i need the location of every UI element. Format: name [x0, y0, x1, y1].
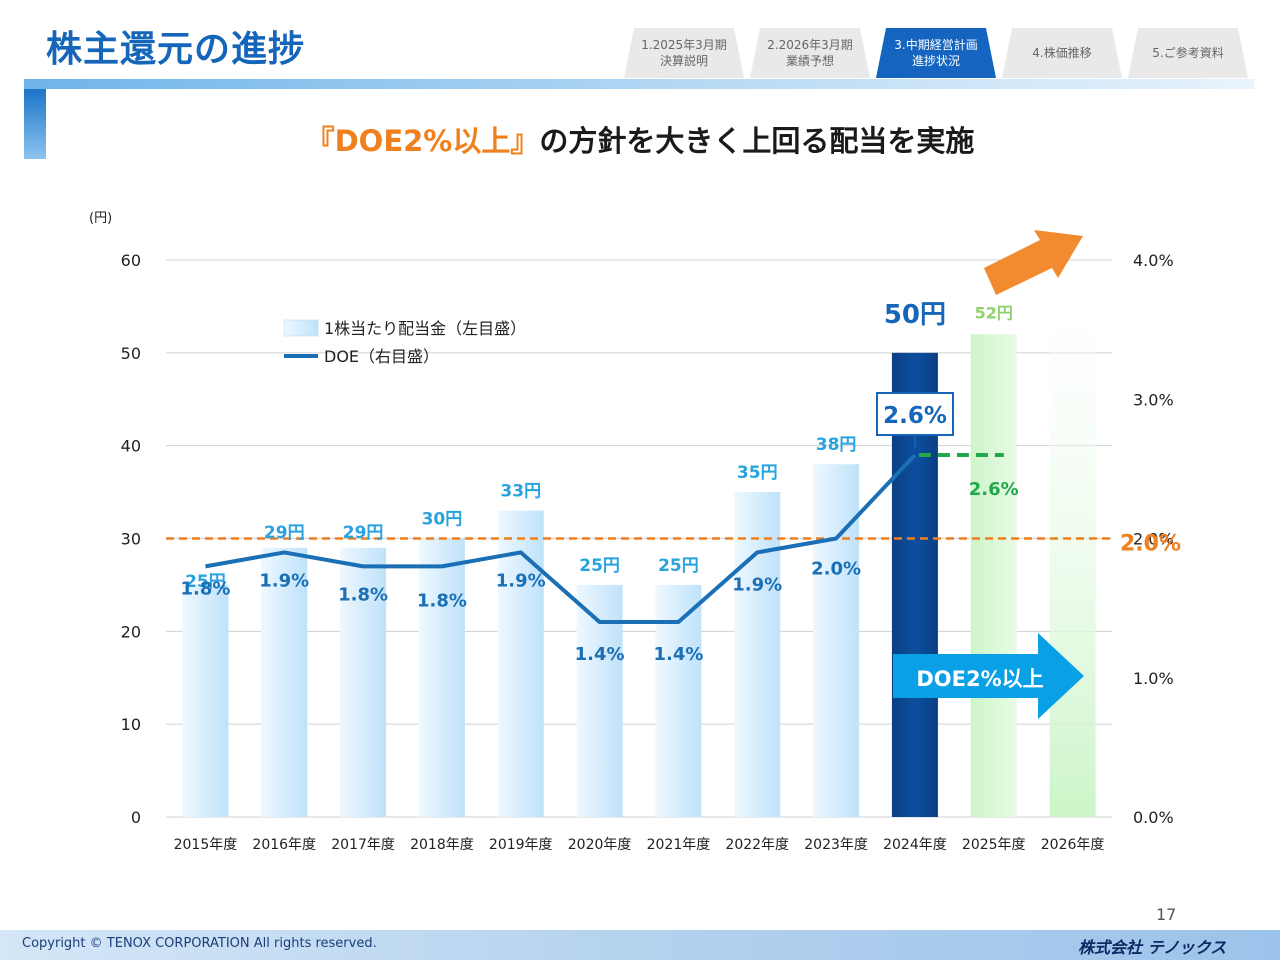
y-tick-label: 40 — [121, 437, 141, 456]
tab-label: 5.ご参考資料 — [1152, 46, 1224, 60]
x-tick-label: 2020年度 — [568, 837, 632, 853]
headline-policy: 『DOE2%以上』 — [305, 124, 540, 158]
bar-value-label: 38円 — [816, 435, 857, 455]
doe-value-label: 1.8% — [417, 590, 467, 611]
doe-value-label: 1.9% — [496, 570, 546, 591]
doe-value-label: 1.9% — [732, 574, 782, 595]
header-band — [24, 79, 1254, 89]
tab-sublabel: 進捗状況 — [911, 54, 960, 68]
trend-up-arrow — [984, 230, 1083, 295]
bar-value-label: 25円 — [579, 556, 620, 576]
bar-2016年度 — [261, 547, 308, 817]
dividend-doe-chart: 0 10 20 30 40 50 60 0.0% 1.0% 2.0% 3.0% 4.0% (円) 2.0%… — [89, 211, 1181, 853]
doe-line — [205, 453, 917, 625]
tab-label: 3.中期経営計画 — [894, 38, 978, 52]
bar-value-label: 25円 — [185, 572, 226, 592]
y-tick-label: 0 — [131, 808, 141, 827]
x-tick-label: 2019年度 — [489, 837, 553, 853]
y2-tick-label: 3.0% — [1133, 390, 1174, 409]
bar-2022年度 — [734, 492, 781, 817]
bar-2025年度 — [970, 334, 1017, 817]
x-tick-label: 2015年度 — [174, 837, 238, 853]
doe-value-label: 1.8% — [338, 584, 388, 605]
doe-value-label: 1.4% — [575, 644, 625, 665]
x-tick-label: 2023年度 — [804, 837, 868, 853]
doe-2024-callout-label: 2.6% — [883, 403, 947, 429]
bar-2019年度 — [497, 510, 544, 817]
tab-label: 1.2025年3月期 — [641, 38, 727, 52]
page-number: 17 — [1156, 905, 1177, 924]
doe-value-label: 2.0% — [811, 559, 861, 580]
legend-line-label: DOE（右目盛） — [324, 347, 439, 366]
bar-2018年度 — [418, 538, 465, 817]
doe-value-label: 2.6% — [969, 479, 1019, 500]
bar-value-label: 33円 — [500, 482, 541, 502]
x-tick-label: 2026年度 — [1041, 837, 1105, 853]
y-tick-label: 20 — [121, 622, 141, 641]
bar-value-label: 52円 — [975, 303, 1013, 322]
footer-band — [0, 930, 1280, 960]
doe-threshold-label: 2.0% — [1120, 532, 1181, 557]
x-tick-label: 2022年度 — [725, 837, 789, 853]
tab-sublabel: 決算説明 — [659, 54, 708, 68]
x-tick-label: 2021年度 — [647, 837, 711, 853]
y-unit-label: (円) — [89, 211, 112, 226]
bar-value-label: 29円 — [264, 523, 305, 543]
bar-value-label: 25円 — [658, 556, 699, 576]
tab-4[interactable]: 4.株価推移 — [1002, 28, 1122, 78]
tab-5[interactable]: 5.ご参考資料 — [1128, 28, 1248, 78]
copyright-text: Copyright © TENOX CORPORATION All rights… — [22, 936, 377, 951]
doe-value-label: 1.9% — [259, 570, 309, 591]
legend-bar-label: 1株当たり配当金（左目盛） — [324, 319, 526, 338]
y-tick-label: 10 — [121, 715, 141, 734]
page-title: 株主還元の進捗 — [46, 29, 306, 70]
y-tick-label: 60 — [121, 251, 141, 270]
tab-2[interactable]: 2.2026年3月期 業績予想 — [750, 28, 870, 78]
x-tick-label: 2016年度 — [252, 837, 316, 853]
bar-value-label: 29円 — [343, 523, 384, 543]
x-tick-label: 2025年度 — [962, 837, 1026, 853]
tab-1[interactable]: 1.2025年3月期 決算説明 — [624, 28, 744, 78]
doe-value-label: 1.8% — [180, 578, 230, 599]
tab-sublabel: 業績予想 — [785, 54, 834, 68]
y2-tick-label: 0.0% — [1133, 808, 1174, 827]
bar-2017年度 — [340, 547, 387, 817]
bar-value-label: 50円 — [884, 300, 946, 330]
y2-tick-label: 1.0% — [1133, 669, 1174, 688]
bar-2026-forecast — [1049, 287, 1096, 818]
x-tick-label: 2017年度 — [331, 837, 395, 853]
x-tick-label: 2018年度 — [410, 837, 474, 853]
bar-2023年度 — [813, 464, 860, 817]
doe-target-arrow-label: DOE2%以上 — [916, 667, 1043, 691]
y-tick-label: 50 — [121, 344, 141, 363]
x-tick-label: 2024年度 — [883, 837, 947, 853]
company-logo: 株式会社 テノックス — [1078, 938, 1227, 957]
tab-3[interactable]: 3.中期経営計画 進捗状況 — [876, 28, 996, 78]
bar-value-label: 30円 — [422, 510, 463, 530]
y-tick-label: 30 — [121, 530, 141, 549]
doe-2024-callout-box — [876, 392, 954, 436]
bar-value-label: 35円 — [737, 463, 778, 483]
tab-label: 2.2026年3月期 — [767, 38, 853, 52]
legend-bar-swatch — [283, 319, 319, 337]
tab-label: 4.株価推移 — [1032, 46, 1092, 60]
y2-tick-label: 4.0% — [1133, 251, 1174, 270]
headline-text: の方針を大きく上回る配当を実施 — [539, 124, 975, 158]
bar-2015年度 — [182, 584, 229, 817]
y2-tick-label: 2.0% — [1133, 530, 1174, 549]
doe-target-arrow — [893, 633, 1084, 719]
headline: 『DOE2%以上』の方針を大きく上回る配当を実施 — [0, 118, 1280, 160]
doe-value-label: 1.4% — [653, 644, 703, 665]
side-accent-bar — [24, 89, 46, 159]
